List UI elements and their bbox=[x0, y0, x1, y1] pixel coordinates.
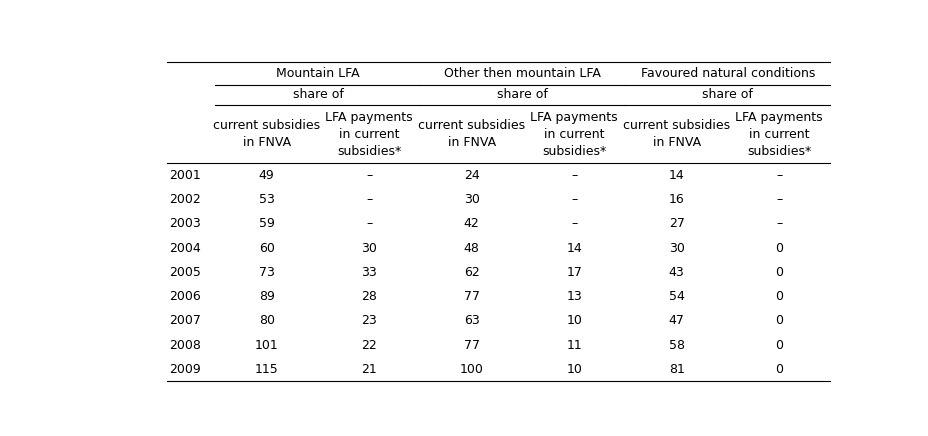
Text: –: – bbox=[366, 169, 372, 182]
Text: Favoured natural conditions: Favoured natural conditions bbox=[640, 67, 814, 80]
Text: 10: 10 bbox=[565, 363, 582, 376]
Text: 2008: 2008 bbox=[169, 338, 201, 351]
Text: –: – bbox=[571, 169, 576, 182]
Text: 42: 42 bbox=[463, 218, 479, 231]
Text: 101: 101 bbox=[254, 338, 278, 351]
Text: 73: 73 bbox=[259, 266, 275, 279]
Text: 30: 30 bbox=[463, 193, 479, 206]
Text: 14: 14 bbox=[566, 242, 582, 255]
Text: LFA payments
in current
subsidies*: LFA payments in current subsidies* bbox=[325, 111, 413, 157]
Text: 80: 80 bbox=[258, 314, 275, 327]
Text: 27: 27 bbox=[668, 218, 684, 231]
Text: 47: 47 bbox=[668, 314, 684, 327]
Text: share of: share of bbox=[292, 89, 343, 102]
Text: 2005: 2005 bbox=[169, 266, 201, 279]
Text: 59: 59 bbox=[259, 218, 275, 231]
Text: 0: 0 bbox=[774, 290, 782, 303]
Text: 17: 17 bbox=[565, 266, 582, 279]
Text: –: – bbox=[571, 218, 576, 231]
Text: current subsidies
in FNVA: current subsidies in FNVA bbox=[213, 119, 320, 149]
Text: 2001: 2001 bbox=[169, 169, 201, 182]
Text: 0: 0 bbox=[774, 242, 782, 255]
Text: LFA payments
in current
subsidies*: LFA payments in current subsidies* bbox=[734, 111, 822, 157]
Text: 2003: 2003 bbox=[169, 218, 201, 231]
Text: 10: 10 bbox=[565, 314, 582, 327]
Text: share of: share of bbox=[702, 89, 753, 102]
Text: 89: 89 bbox=[259, 290, 275, 303]
Text: –: – bbox=[366, 218, 372, 231]
Text: 2007: 2007 bbox=[169, 314, 201, 327]
Text: 2002: 2002 bbox=[169, 193, 201, 206]
Text: 33: 33 bbox=[361, 266, 377, 279]
Text: 2004: 2004 bbox=[169, 242, 201, 255]
Text: 21: 21 bbox=[361, 363, 377, 376]
Text: Mountain LFA: Mountain LFA bbox=[276, 67, 359, 80]
Text: 115: 115 bbox=[254, 363, 278, 376]
Text: 0: 0 bbox=[774, 314, 782, 327]
Text: 14: 14 bbox=[668, 169, 684, 182]
Text: 2009: 2009 bbox=[169, 363, 201, 376]
Text: current subsidies
in FNVA: current subsidies in FNVA bbox=[418, 119, 524, 149]
Text: –: – bbox=[571, 193, 576, 206]
Text: 23: 23 bbox=[361, 314, 377, 327]
Text: 54: 54 bbox=[668, 290, 684, 303]
Text: 0: 0 bbox=[774, 266, 782, 279]
Text: 13: 13 bbox=[566, 290, 582, 303]
Text: 48: 48 bbox=[463, 242, 479, 255]
Text: 2006: 2006 bbox=[169, 290, 201, 303]
Text: –: – bbox=[775, 193, 781, 206]
Text: 28: 28 bbox=[361, 290, 377, 303]
Text: –: – bbox=[775, 218, 781, 231]
Text: 11: 11 bbox=[566, 338, 582, 351]
Text: 30: 30 bbox=[361, 242, 377, 255]
Text: 49: 49 bbox=[259, 169, 275, 182]
Text: 77: 77 bbox=[463, 338, 479, 351]
Text: current subsidies
in FNVA: current subsidies in FNVA bbox=[623, 119, 729, 149]
Text: –: – bbox=[775, 169, 781, 182]
Text: 81: 81 bbox=[668, 363, 684, 376]
Text: 30: 30 bbox=[668, 242, 684, 255]
Text: 62: 62 bbox=[463, 266, 479, 279]
Text: 16: 16 bbox=[668, 193, 684, 206]
Text: 58: 58 bbox=[668, 338, 684, 351]
Text: –: – bbox=[366, 193, 372, 206]
Text: LFA payments
in current
subsidies*: LFA payments in current subsidies* bbox=[530, 111, 617, 157]
Text: 43: 43 bbox=[668, 266, 684, 279]
Text: 53: 53 bbox=[259, 193, 275, 206]
Text: 24: 24 bbox=[463, 169, 479, 182]
Text: Other then mountain LFA: Other then mountain LFA bbox=[444, 67, 600, 80]
Text: 22: 22 bbox=[361, 338, 377, 351]
Text: 100: 100 bbox=[459, 363, 483, 376]
Text: 60: 60 bbox=[259, 242, 275, 255]
Text: share of: share of bbox=[496, 89, 548, 102]
Text: 0: 0 bbox=[774, 338, 782, 351]
Text: 0: 0 bbox=[774, 363, 782, 376]
Text: 63: 63 bbox=[463, 314, 479, 327]
Text: 77: 77 bbox=[463, 290, 479, 303]
